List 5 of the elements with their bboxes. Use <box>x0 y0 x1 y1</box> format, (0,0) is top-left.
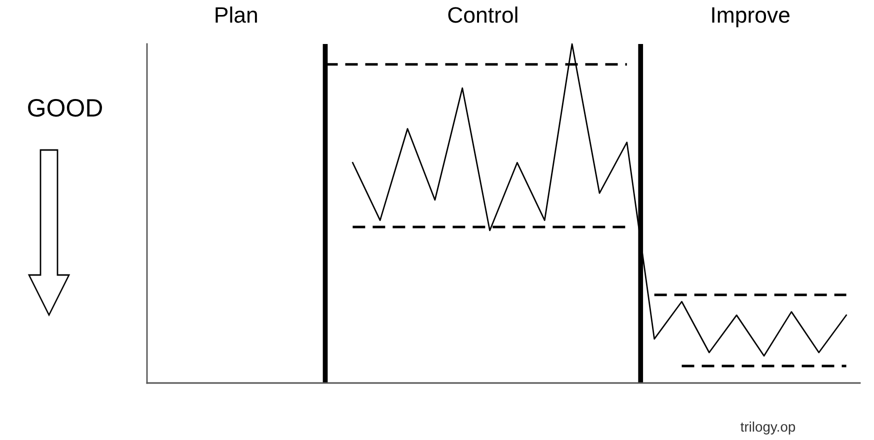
text: trilogy.op <box>740 422 796 434</box>
text: GOOD <box>28 99 102 117</box>
text: Control <box>448 6 518 23</box>
text: Plan <box>216 6 257 23</box>
text: Improve <box>712 7 790 28</box>
